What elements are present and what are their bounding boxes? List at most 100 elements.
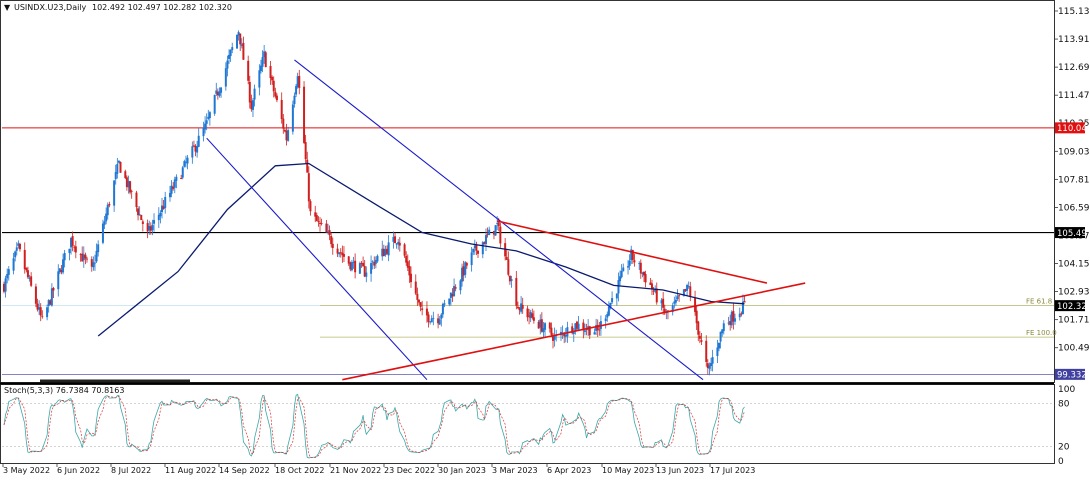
candle-body [360,263,363,264]
candle-body [15,247,18,251]
candle-body [729,321,732,325]
candle-body [71,236,74,246]
header-arrow-icon[interactable]: ▼ [4,3,11,12]
candle-body [638,263,641,264]
candle-body [79,254,82,255]
candle-body [181,167,184,178]
candle-body [229,49,232,57]
candle-body [90,259,93,267]
candle-body [304,142,307,160]
candle-body [481,242,484,255]
candle-body [291,104,294,132]
candle-body [331,243,334,248]
candle-body [242,42,245,60]
candle-body [151,225,154,231]
candle-body [465,263,468,266]
candle-body [721,329,724,334]
candle-body [358,263,361,274]
candle-body [81,253,84,262]
stoch-pane-frame [0,384,1055,464]
candle-body [607,306,610,316]
candle-body [405,255,408,263]
candle-body [732,311,735,322]
price-tick-label: 102.930 [1058,288,1090,298]
candle-body [258,70,261,88]
candle-body [336,248,339,254]
price-tick-label: 112.690 [1058,63,1090,73]
candle-body [153,220,156,224]
candle-body [510,279,513,281]
candle-body [526,308,529,318]
candle-body [271,76,274,81]
candle-body [92,262,95,268]
candle-body [654,288,657,292]
price-tag-red: 110.049 [1057,124,1090,134]
candle-body [718,343,721,349]
candle-body [462,266,465,276]
candle-body [114,172,117,180]
candle-body [34,286,37,304]
candle-body [283,129,286,132]
candle-body [575,321,578,329]
candle-body [370,263,373,274]
candle-body [117,160,120,163]
candle-body [175,176,178,181]
symbol-label: USINDX.U23,Daily [14,3,87,12]
candle-body [274,91,277,97]
candle-body [577,323,580,330]
candle-body [497,222,500,227]
candle-body [373,262,376,266]
candle-body [516,306,519,309]
candle-body [280,99,283,120]
stoch-k-line [3,393,745,459]
candle-body [550,327,553,335]
candle-body [296,76,299,88]
candle-body [39,307,42,316]
candle-body [251,100,254,110]
date-axis: 3 May 2022 6 Jun 2022 8 Jul 2022 11 Aug 202… [2,464,755,475]
candle-body [149,226,152,231]
candle-body [408,266,411,276]
candle-body [529,312,532,319]
candle-body [583,330,586,332]
candle-body [6,273,9,279]
candle-body [642,271,645,276]
candle-body [639,262,642,274]
candle-body [574,323,577,332]
candle-body [417,299,420,303]
candle-body [604,318,607,321]
price-tick-label: 109.030 [1058,147,1090,157]
candle-body [85,258,88,260]
candle-body [430,318,433,323]
candle-body [448,298,451,305]
candle-body [3,283,5,292]
candle-body [631,250,634,260]
date-tick-label: 8 Jul 2022 [111,466,151,475]
candle-body [371,261,374,263]
price-tick-label: 101.710 [1058,316,1090,326]
candle-body [30,276,33,286]
candle-body [184,162,187,164]
date-tick-label: 30 Jan 2023 [438,466,486,475]
candle-body [403,244,406,256]
candle-body [63,252,66,261]
ohlc-label: 102.492 102.497 102.282 102.320 [92,3,232,12]
candle-body [272,80,275,92]
candle-body [727,322,730,324]
candle-body [352,261,355,263]
candle-body [571,326,574,334]
candle-body [689,286,692,298]
candle-body [240,44,243,46]
candle-body [627,266,630,268]
candle-body [484,235,487,245]
candle-body [719,331,722,342]
candle-body [36,303,39,310]
candle-body [38,307,41,310]
candle-body [609,303,612,309]
candle-body [438,319,441,325]
candle-body [205,120,208,124]
date-tick-label: 10 May 2023 [602,466,654,475]
candle-body [25,267,28,271]
candle-body [47,300,50,306]
price-tick-label: 106.590 [1058,203,1090,213]
